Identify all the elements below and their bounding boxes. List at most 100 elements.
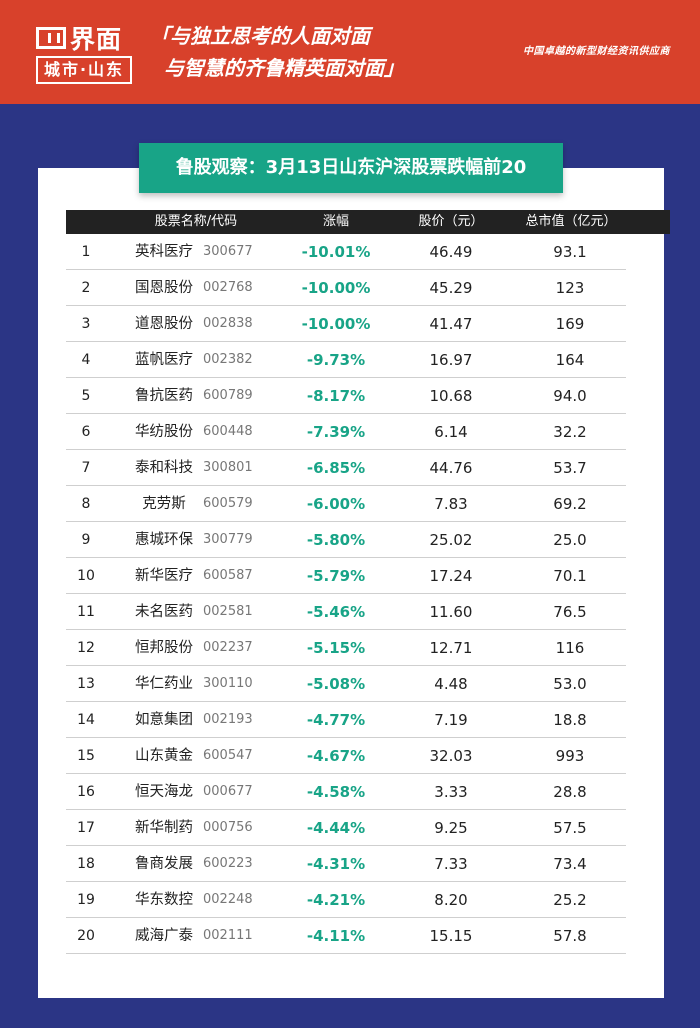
change-pct: -10.01% bbox=[301, 243, 371, 261]
price-cell: 12.71 bbox=[429, 639, 473, 657]
change-pct: -6.85% bbox=[306, 459, 366, 477]
header-name-code: 股票名称/代码 bbox=[154, 214, 238, 229]
market-cap-cell: 28.8 bbox=[553, 783, 587, 801]
stock-name: 山东黄金 bbox=[135, 748, 193, 764]
change-pct: -7.39% bbox=[306, 423, 366, 441]
stock-name: 鲁抗医药 bbox=[135, 388, 193, 404]
rank-cell: 16 bbox=[77, 784, 95, 800]
rank-cell: 12 bbox=[77, 640, 95, 656]
table-row: 1 英科医疗 300677 -10.01% 46.49 93.1 bbox=[66, 234, 626, 270]
change-pct: -8.17% bbox=[306, 387, 366, 405]
stock-code: 002382 bbox=[203, 352, 253, 367]
rank-cell: 1 bbox=[81, 244, 91, 260]
table-row: 8 克劳斯 600579 -6.00% 7.83 69.2 bbox=[66, 486, 626, 522]
market-cap-cell: 93.1 bbox=[553, 243, 587, 261]
table-row: 5 鲁抗医药 600789 -8.17% 10.68 94.0 bbox=[66, 378, 626, 414]
stock-name: 新华制药 bbox=[135, 820, 193, 836]
price-cell: 3.33 bbox=[434, 783, 468, 801]
change-pct: -5.15% bbox=[306, 639, 366, 657]
stock-name: 道恩股份 bbox=[135, 316, 193, 332]
stock-name: 国恩股份 bbox=[135, 280, 193, 296]
table-row: 2 国恩股份 002768 -10.00% 45.29 123 bbox=[66, 270, 626, 306]
stock-name: 威海广泰 bbox=[135, 928, 193, 944]
price-cell: 8.20 bbox=[434, 891, 468, 909]
rank-cell: 15 bbox=[77, 748, 95, 764]
table-body: 1 英科医疗 300677 -10.01% 46.49 93.1 2 国恩股份 002768 -1… bbox=[66, 234, 626, 954]
rank-cell: 20 bbox=[77, 928, 95, 944]
table-row: 3 道恩股份 002838 -10.00% 41.47 169 bbox=[66, 306, 626, 342]
logo-text: 界面 bbox=[70, 25, 123, 54]
stock-code: 300801 bbox=[203, 460, 253, 475]
market-cap-cell: 116 bbox=[555, 639, 585, 657]
price-cell: 41.47 bbox=[429, 315, 473, 333]
market-cap-cell: 164 bbox=[555, 351, 585, 369]
price-cell: 25.02 bbox=[429, 531, 473, 549]
rank-cell: 7 bbox=[81, 460, 91, 476]
rank-cell: 13 bbox=[77, 676, 95, 692]
slogan-line-2: 与智慧的齐鲁精英面对面」 bbox=[164, 56, 404, 80]
stock-code: 600223 bbox=[203, 856, 253, 871]
stock-code: 002838 bbox=[203, 316, 253, 331]
market-cap-cell: 57.8 bbox=[553, 927, 587, 945]
table-row: 19 华东数控 002248 -4.21% 8.20 25.2 bbox=[66, 882, 626, 918]
price-cell: 7.83 bbox=[434, 495, 468, 513]
rank-cell: 3 bbox=[81, 316, 91, 332]
stock-code: 600448 bbox=[203, 424, 253, 439]
price-cell: 7.19 bbox=[434, 711, 468, 729]
stock-code: 300110 bbox=[203, 676, 253, 691]
stock-name: 蓝帆医疗 bbox=[135, 352, 193, 368]
stock-code: 300779 bbox=[203, 532, 253, 547]
table-row: 10 新华医疗 600587 -5.79% 17.24 70.1 bbox=[66, 558, 626, 594]
market-cap-cell: 76.5 bbox=[553, 603, 587, 621]
table-row: 9 惠城环保 300779 -5.80% 25.02 25.0 bbox=[66, 522, 626, 558]
logo-mark-icon bbox=[36, 27, 66, 49]
price-cell: 45.29 bbox=[429, 279, 473, 297]
change-pct: -5.80% bbox=[306, 531, 366, 549]
change-pct: -5.08% bbox=[306, 675, 366, 693]
page-title: 鲁股观察：3月13日山东沪深股票跌幅前20 bbox=[139, 143, 563, 193]
price-cell: 7.33 bbox=[434, 855, 468, 873]
stock-name: 华东数控 bbox=[135, 892, 193, 908]
market-cap-cell: 993 bbox=[555, 747, 585, 765]
market-cap-cell: 69.2 bbox=[553, 495, 587, 513]
table-row: 4 蓝帆医疗 002382 -9.73% 16.97 164 bbox=[66, 342, 626, 378]
stock-name: 英科医疗 bbox=[135, 244, 193, 260]
market-cap-cell: 18.8 bbox=[553, 711, 587, 729]
rank-cell: 11 bbox=[77, 604, 95, 620]
stock-name: 鲁商发展 bbox=[135, 856, 193, 872]
stock-name: 华仁药业 bbox=[135, 676, 193, 692]
price-cell: 17.24 bbox=[429, 567, 473, 585]
table-row: 6 华纺股份 600448 -7.39% 6.14 32.2 bbox=[66, 414, 626, 450]
table-header: 股票名称/代码 涨幅 股价（元） 总市值（亿元） bbox=[66, 210, 670, 234]
stock-name: 泰和科技 bbox=[135, 460, 193, 476]
stock-code: 002111 bbox=[203, 928, 253, 943]
table-row: 20 威海广泰 002111 -4.11% 15.15 57.8 bbox=[66, 918, 626, 954]
rank-cell: 9 bbox=[81, 532, 91, 548]
slogan: 「与独立思考的人面对面 与智慧的齐鲁精英面对面」 bbox=[150, 20, 404, 84]
price-cell: 9.25 bbox=[434, 819, 468, 837]
market-cap-cell: 57.5 bbox=[553, 819, 587, 837]
price-cell: 6.14 bbox=[434, 423, 468, 441]
stock-code: 002768 bbox=[203, 280, 253, 295]
stock-code: 600547 bbox=[203, 748, 253, 763]
stock-name: 未名医药 bbox=[135, 604, 193, 620]
market-cap-cell: 53.0 bbox=[553, 675, 587, 693]
stock-name: 克劳斯 bbox=[142, 496, 186, 512]
market-cap-cell: 25.0 bbox=[553, 531, 587, 549]
stock-code: 600587 bbox=[203, 568, 253, 583]
stock-name: 惠城环保 bbox=[135, 532, 193, 548]
price-cell: 46.49 bbox=[429, 243, 473, 261]
change-pct: -4.31% bbox=[306, 855, 366, 873]
stock-code: 002193 bbox=[203, 712, 253, 727]
rank-cell: 4 bbox=[81, 352, 91, 368]
change-pct: -5.79% bbox=[306, 567, 366, 585]
market-cap-cell: 169 bbox=[555, 315, 585, 333]
market-cap-cell: 25.2 bbox=[553, 891, 587, 909]
jiemian-logo: 界面 城市·山东 bbox=[36, 22, 132, 86]
table-row: 12 恒邦股份 002237 -5.15% 12.71 116 bbox=[66, 630, 626, 666]
price-cell: 11.60 bbox=[429, 603, 473, 621]
market-cap-cell: 94.0 bbox=[553, 387, 587, 405]
change-pct: -10.00% bbox=[301, 315, 371, 333]
table-panel bbox=[38, 168, 664, 998]
market-cap-cell: 32.2 bbox=[553, 423, 587, 441]
